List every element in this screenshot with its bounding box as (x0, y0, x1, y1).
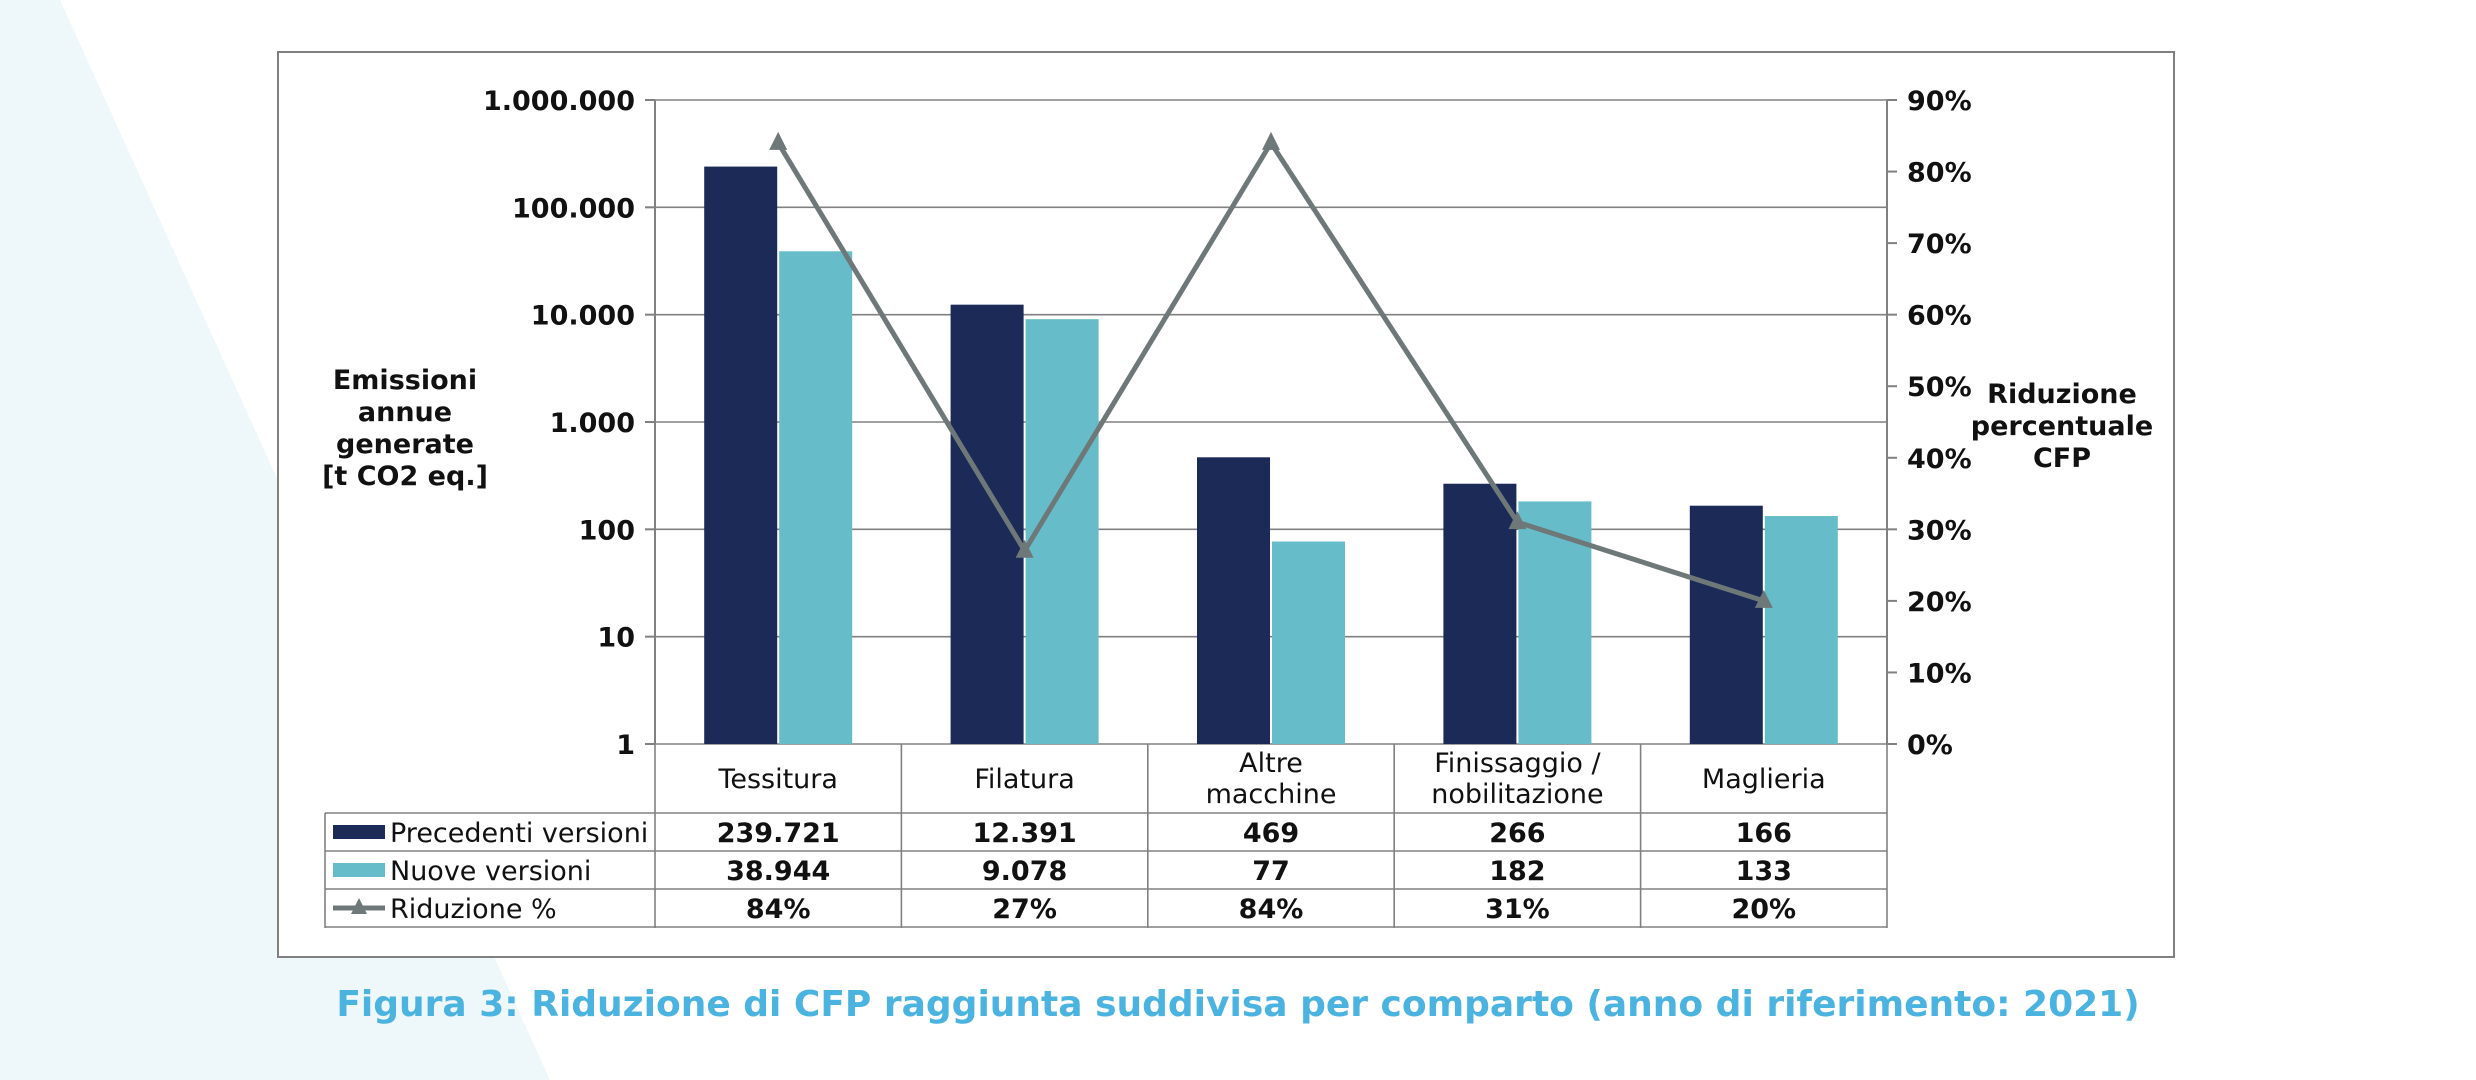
right-tick-label: 10% (1907, 658, 1972, 689)
legend-label: Riduzione % (390, 894, 557, 925)
data-label: 84% (746, 894, 811, 925)
legend-key-reduction-marker (351, 898, 367, 914)
data-label: 27% (992, 894, 1057, 925)
data-label: 239.721 (717, 818, 840, 849)
data-label: 9.078 (982, 856, 1067, 887)
data-label: 20% (1731, 894, 1796, 925)
data-label: 31% (1485, 894, 1550, 925)
right-tick-label: 40% (1907, 444, 1972, 475)
right-tick-label: 0% (1907, 730, 1953, 761)
legend-label: Precedenti versioni (390, 818, 648, 849)
category-label: Maglieria (1702, 764, 1826, 795)
right-tick-label: 70% (1907, 229, 1972, 260)
bar-previous (1689, 505, 1763, 744)
right-tick-label: 90% (1907, 86, 1972, 117)
data-label: 77 (1252, 856, 1290, 887)
right-axis-title-line: percentuale (1971, 411, 2153, 442)
bar-new (779, 251, 853, 744)
bar-new (1272, 541, 1345, 744)
data-label: 133 (1736, 856, 1792, 887)
bar-previous (704, 166, 778, 744)
left-axis-ticks: 1 10 100 1.000 10.000 100.000 1.000.000 (483, 86, 655, 761)
data-label: 84% (1239, 894, 1304, 925)
category-label: Altre (1239, 748, 1303, 779)
data-label: 38.944 (726, 856, 830, 887)
left-axis-title-line: Emissioni (333, 365, 477, 396)
bars (704, 166, 1838, 744)
legend-label: Nuove versioni (390, 856, 591, 887)
data-label: 182 (1489, 856, 1545, 887)
left-axis-title-line: [t CO2 eq.] (322, 461, 488, 492)
figure-caption: Figura 3: Riduzione di CFP raggiunta sud… (336, 984, 2140, 1025)
left-tick-label: 10 (597, 623, 635, 654)
right-tick-label: 50% (1907, 372, 1972, 403)
left-axis-title-line: annue (358, 397, 452, 428)
category-label: Finissaggio / (1434, 748, 1601, 779)
category-label: Tessitura (717, 764, 838, 795)
legend-key-new (333, 863, 385, 877)
bar-previous (1443, 483, 1517, 744)
bar-new (1518, 501, 1592, 744)
right-tick-label: 30% (1907, 515, 1972, 546)
category-label: macchine (1206, 779, 1337, 810)
left-tick-label: 1.000.000 (483, 86, 635, 117)
reduction-marker (1015, 539, 1034, 558)
reduction-marker (1508, 511, 1527, 530)
bar-previous (950, 304, 1024, 744)
legend-key-previous (333, 825, 385, 839)
bar-previous (1197, 457, 1270, 744)
right-tick-label: 60% (1907, 301, 1972, 332)
left-tick-label: 1.000 (550, 408, 635, 439)
right-axis-title-line: Riduzione (1987, 379, 2137, 410)
reduction-line (769, 131, 1773, 608)
right-axis-ticks: 0% 10% 20% 30% 40% 50% 60% 70% 80% 90% (1887, 86, 1972, 761)
reduction-marker (1754, 589, 1773, 608)
right-axis-title-line: CFP (2033, 443, 2091, 474)
category-label: nobilitazione (1431, 779, 1603, 810)
data-label: 166 (1736, 818, 1792, 849)
data-label: 469 (1243, 818, 1299, 849)
left-tick-label: 10.000 (531, 301, 635, 332)
left-tick-label: 100 (579, 515, 635, 546)
right-tick-label: 80% (1907, 158, 1972, 189)
right-tick-label: 20% (1907, 587, 1972, 618)
reduction-marker (769, 131, 788, 150)
data-label: 266 (1489, 818, 1545, 849)
chart-frame (277, 51, 2175, 958)
left-tick-label: 100.000 (512, 193, 635, 224)
data-label: 12.391 (972, 818, 1076, 849)
category-label: Filatura (974, 764, 1074, 795)
left-tick-label: 1 (616, 730, 635, 761)
reduction-marker (1262, 131, 1280, 150)
bar-new (1764, 516, 1838, 744)
left-axis-title-line: generate (336, 429, 474, 460)
